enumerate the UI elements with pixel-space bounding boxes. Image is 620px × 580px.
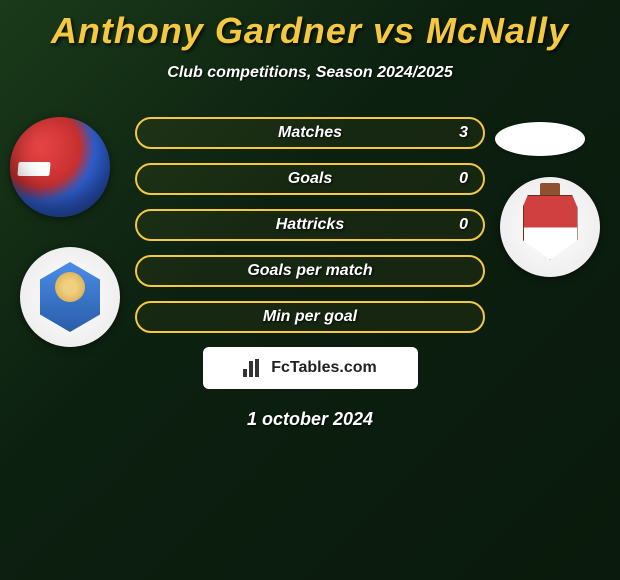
stat-row: Matches 3 xyxy=(135,117,485,149)
stat-row: Goals per match xyxy=(135,255,485,287)
stat-value: 0 xyxy=(459,170,468,188)
club-badge-left xyxy=(20,247,120,347)
stat-value: 0 xyxy=(459,216,468,234)
stat-value: 3 xyxy=(459,124,468,142)
stat-label: Goals xyxy=(288,170,332,188)
date-label: 1 october 2024 xyxy=(0,409,620,430)
brand-box: FcTables.com xyxy=(203,347,418,389)
club-crest-right-icon xyxy=(523,195,578,260)
stat-label: Goals per match xyxy=(247,262,372,280)
brand-text: FcTables.com xyxy=(271,359,377,377)
stat-row: Hattricks 0 xyxy=(135,209,485,241)
club-badge-right xyxy=(500,177,600,277)
chart-icon xyxy=(243,359,265,377)
stat-row: Goals 0 xyxy=(135,163,485,195)
page-subtitle: Club competitions, Season 2024/2025 xyxy=(0,64,620,82)
content-area: Matches 3 Goals 0 Hattricks 0 Goals per … xyxy=(0,117,620,430)
player-right-avatar xyxy=(495,122,585,156)
stat-label: Hattricks xyxy=(276,216,344,234)
player-left-avatar xyxy=(10,117,110,217)
stats-table: Matches 3 Goals 0 Hattricks 0 Goals per … xyxy=(135,117,485,333)
club-crest-left-icon xyxy=(40,262,100,332)
stat-label: Matches xyxy=(278,124,342,142)
stat-row: Min per goal xyxy=(135,301,485,333)
page-title: Anthony Gardner vs McNally xyxy=(0,0,620,52)
stat-label: Min per goal xyxy=(263,308,357,326)
